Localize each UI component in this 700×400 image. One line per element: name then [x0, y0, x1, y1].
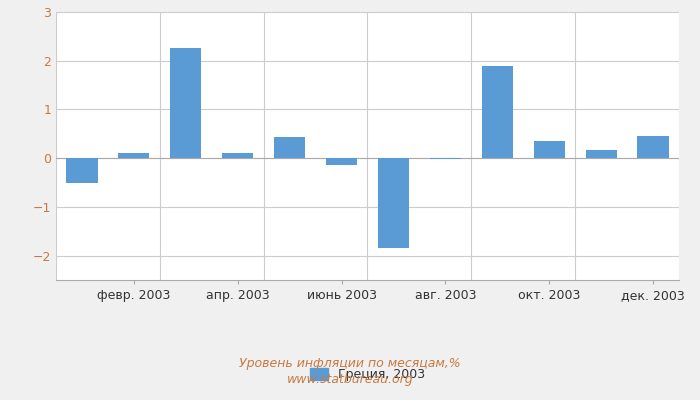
Text: Уровень инфляции по месяцам,%: Уровень инфляции по месяцам,%: [239, 358, 461, 370]
Bar: [222, 153, 253, 158]
Bar: [430, 158, 461, 159]
Bar: [274, 137, 305, 158]
Bar: [585, 150, 617, 158]
Bar: [326, 158, 357, 166]
Bar: [638, 136, 668, 158]
Bar: [533, 141, 565, 158]
Bar: [170, 48, 202, 158]
Bar: [118, 153, 150, 158]
Bar: [66, 158, 97, 182]
Legend: Греция, 2003: Греция, 2003: [304, 363, 430, 386]
Bar: [378, 158, 409, 248]
Bar: [482, 66, 513, 158]
Text: www.statbureau.org: www.statbureau.org: [287, 374, 413, 386]
